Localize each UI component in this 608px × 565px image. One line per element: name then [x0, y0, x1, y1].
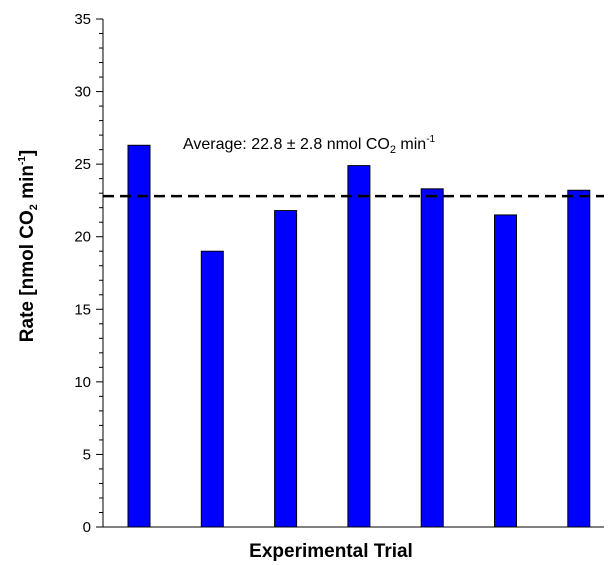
bar-trial-7 [567, 189, 591, 528]
x-axis-title: Experimental Trial [249, 541, 413, 562]
average-annotation-prefix: Average: 22.8 ± 2.8 nmol CO [183, 136, 390, 153]
bar-trial-1 [127, 144, 151, 528]
y-tick-label: 35 [74, 11, 91, 28]
y-axis-title-suffix: ] [17, 150, 38, 156]
bar-trial-6 [494, 214, 517, 528]
y-tick-label: 20 [74, 229, 91, 246]
bar-trial-4 [347, 165, 371, 528]
y-tick-label: 15 [74, 301, 91, 318]
y-axis-title-mid: min [17, 165, 38, 204]
average-annotation-sub: 2 [390, 144, 396, 156]
average-annotation: Average: 22.8 ± 2.8 nmol CO2 min-1 [183, 134, 436, 156]
y-axis-title-prefix: Rate [nmol CO [17, 210, 38, 342]
average-annotation-mid: min [396, 136, 426, 153]
y-tick-label: 5 [83, 446, 91, 463]
y-tick-label: 25 [74, 156, 91, 173]
bar-trial-5 [420, 188, 444, 528]
average-annotation-sup: -1 [426, 134, 435, 145]
bar-trial-3 [274, 210, 298, 528]
y-tick-label: 10 [74, 374, 91, 391]
y-axis-title-sub: 2 [28, 204, 40, 210]
y-axis-title: Rate [nmol CO2 min-1] [17, 150, 40, 342]
bars [127, 144, 591, 528]
y-axis-ticks: 0 5 10 15 20 25 30 35 [74, 11, 103, 536]
y-tick-label: 30 [74, 84, 91, 101]
bar-trial-2 [200, 250, 224, 528]
y-axis-title-sup: -1 [17, 156, 28, 165]
y-tick-label: 0 [83, 519, 91, 536]
